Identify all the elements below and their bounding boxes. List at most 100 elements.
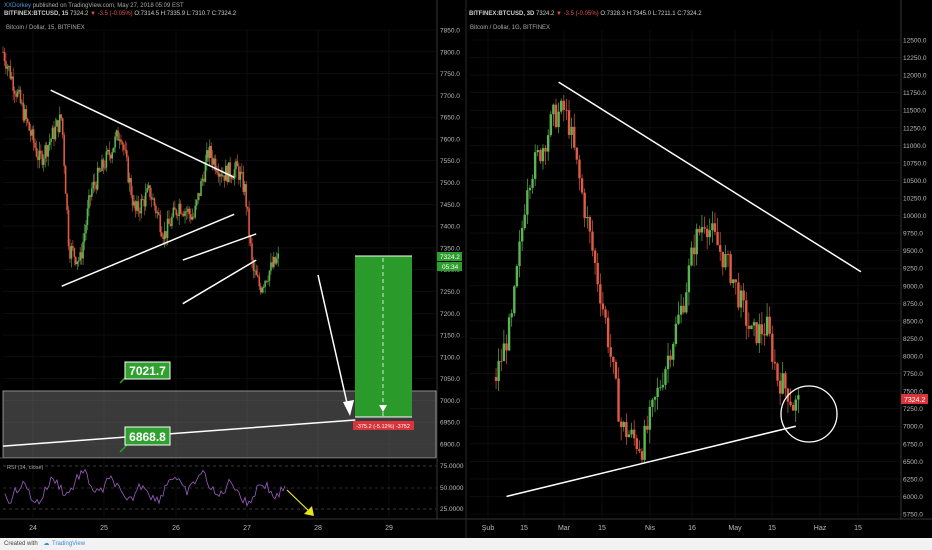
right-candle-5 — [507, 317, 511, 351]
left-candle-99 — [146, 187, 148, 193]
right-candle-43 — [606, 317, 610, 348]
right-candle-27 — [565, 109, 568, 111]
left-candle-28 — [42, 158, 45, 165]
right-candle-4 — [505, 343, 508, 351]
left-candle-43 — [64, 166, 67, 194]
right-candle-104 — [765, 316, 769, 336]
right-trendline-1 — [558, 81, 862, 273]
left-y-tick-9: 7400.0 — [440, 224, 460, 231]
left-candle-142 — [208, 145, 211, 159]
yellow-arrow-head — [304, 506, 314, 516]
left-candle-62 — [92, 181, 95, 189]
left-y-tick-5: 7600.0 — [440, 136, 460, 143]
right-candle-109 — [778, 380, 782, 394]
left-candle-159 — [233, 169, 236, 179]
right-candle-29 — [570, 126, 573, 135]
left-candle-92 — [136, 201, 138, 211]
left-candle-187 — [274, 257, 277, 264]
right-candle-14 — [531, 178, 534, 188]
left-candle-68 — [101, 159, 103, 171]
left-candle-168 — [246, 206, 249, 209]
left-candle-35 — [53, 127, 55, 140]
chart-canvas[interactable]: -375.2 (-5.12%) -3752 7021.7 6868.8 RSI … — [0, 0, 932, 538]
right-candle-93 — [737, 282, 740, 308]
right-candle-41 — [601, 303, 605, 310]
left-candle-19 — [29, 130, 32, 136]
right-candle-32 — [578, 159, 581, 179]
level-tag-low[interactable]: 6868.8 — [119, 426, 171, 453]
left-candle-151 — [222, 175, 224, 177]
left-candle-50 — [75, 256, 77, 265]
right-candle-96 — [745, 300, 748, 326]
left-candle-52 — [77, 260, 80, 262]
left-candle-83 — [123, 144, 125, 150]
left-candle-26 — [40, 150, 42, 154]
left-candle-88 — [130, 178, 132, 196]
left-candle-169 — [248, 208, 250, 237]
short-position[interactable]: -375.2 (-5.12%) -3752 — [353, 255, 414, 430]
left-price-tag: 7324.2 05:34 — [437, 252, 462, 271]
right-candle-48 — [619, 421, 623, 428]
right-candle-107 — [773, 361, 777, 364]
left-candle-128 — [188, 208, 191, 215]
right-price: 7324.2 — [536, 11, 555, 17]
rsi-tick-25: 25.0000 — [440, 506, 464, 513]
right-x-tick-5: 16 — [688, 525, 696, 532]
left-candle-89 — [131, 195, 134, 206]
right-x-tick-8: Haz — [814, 525, 827, 532]
right-candle-61 — [653, 397, 657, 400]
right-y-tick-1: 12250.0 — [903, 55, 927, 62]
right-candle-83 — [711, 223, 714, 231]
right-candle-25 — [560, 100, 563, 112]
left-candle-121 — [178, 203, 180, 216]
left-candle-49 — [73, 248, 76, 257]
left-y-tick-16: 7050.0 — [440, 376, 460, 383]
right-chart-header: BITFINEX:BTCUSD, 3D 7324.2 ▼ -3.5 (-0.05… — [469, 10, 702, 18]
right-candle-18 — [541, 148, 545, 162]
left-candle-165 — [242, 172, 245, 192]
left-candle-10 — [16, 91, 19, 97]
right-candle-24 — [557, 111, 560, 128]
left-candle-4 — [8, 65, 10, 67]
right-subtitle: Bitcoin / Dollar, 1G, BITFINEX — [470, 25, 551, 31]
level-tag-high[interactable]: 7021.7 — [119, 361, 171, 384]
right-candle-103 — [763, 334, 766, 336]
right-x-axis: Şub 15 Mar 15 Nis 16 May 15 Haz 15 — [466, 518, 932, 532]
left-candle-98 — [144, 192, 147, 207]
right-y-tick-9: 10250.0 — [903, 196, 927, 203]
left-candle-61 — [91, 188, 93, 197]
left-candle-80 — [118, 139, 121, 141]
rsi-tick-50: 50.0000 — [440, 485, 464, 492]
left-candle-119 — [175, 209, 178, 216]
left-symbol: BITFINEX:BTCUSD, 15 — [4, 11, 69, 17]
right-candle-99 — [752, 322, 756, 326]
right-candle-75 — [690, 247, 693, 266]
left-candle-41 — [61, 118, 64, 136]
left-candle-29 — [44, 145, 47, 159]
footer-brand[interactable]: TradingView — [52, 541, 86, 547]
right-candle-89 — [726, 253, 730, 255]
left-x-tick-2: 26 — [172, 525, 180, 532]
right-candle-2 — [500, 360, 503, 362]
left-candle-137 — [201, 178, 204, 181]
left-candle-16 — [25, 109, 28, 119]
left-x-tick-3: 27 — [243, 525, 251, 532]
right-candle-28 — [567, 110, 571, 135]
left-y-tick-17: 7000.0 — [440, 398, 460, 405]
left-candle-32 — [48, 141, 51, 146]
left-candle-118 — [174, 207, 176, 210]
left-candle-74 — [109, 154, 112, 159]
right-candle-115 — [794, 399, 797, 411]
projection-arrow-shaft — [317, 274, 350, 413]
right-candle-1 — [497, 360, 500, 381]
right-candle-0 — [494, 377, 498, 381]
left-candle-158 — [232, 178, 234, 180]
right-candle-47 — [617, 378, 620, 422]
left-candle-34 — [51, 127, 54, 139]
author-name[interactable]: XXDorkey — [4, 3, 32, 9]
left-candle-1 — [3, 51, 6, 62]
left-candle-33 — [50, 138, 52, 142]
left-candle-171 — [251, 243, 253, 261]
left-y-tick-10: 7350.0 — [440, 245, 460, 252]
left-change: ▼ -3.5 (-0.05%) — [90, 11, 133, 17]
